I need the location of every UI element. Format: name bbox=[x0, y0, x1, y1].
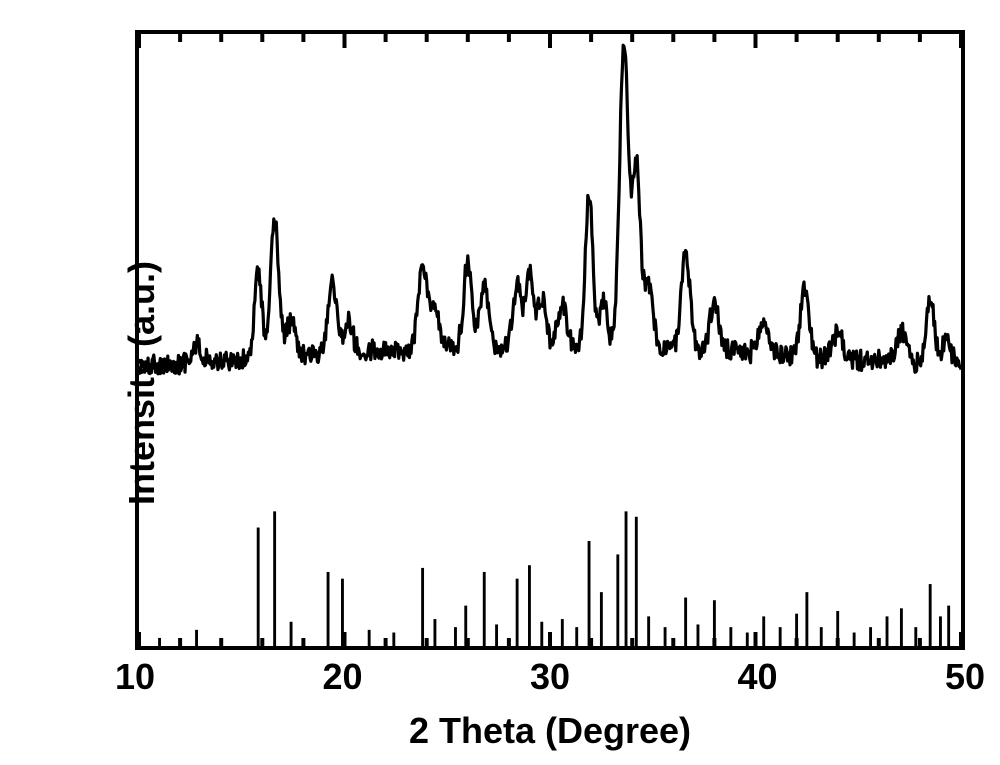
reference-stick bbox=[495, 624, 498, 646]
reference-stick bbox=[929, 584, 932, 646]
reference-stick bbox=[368, 630, 371, 646]
reference-stick bbox=[454, 627, 457, 646]
reference-stick bbox=[746, 633, 749, 646]
reference-stick bbox=[483, 572, 486, 646]
reference-stick bbox=[625, 511, 628, 646]
reference-stick bbox=[947, 606, 950, 646]
reference-stick bbox=[820, 627, 823, 646]
x-tick-label: 10 bbox=[115, 656, 155, 698]
reference-stick bbox=[869, 627, 872, 646]
reference-stick bbox=[433, 619, 436, 646]
reference-stick bbox=[900, 608, 903, 646]
reference-stick bbox=[588, 541, 591, 646]
reference-stick bbox=[195, 630, 198, 646]
reference-stick bbox=[540, 622, 543, 646]
reference-stick bbox=[528, 565, 531, 646]
x-tick-label: 50 bbox=[945, 656, 985, 698]
xrd-figure: Intensity (a.u.) 1020304050 2 Theta (Deg… bbox=[0, 0, 1000, 765]
reference-stick bbox=[290, 622, 293, 646]
plot-area bbox=[135, 30, 965, 650]
reference-stick bbox=[886, 616, 889, 646]
reference-stick bbox=[914, 627, 917, 646]
reference-stick bbox=[600, 592, 603, 646]
reference-stick bbox=[392, 633, 395, 646]
reference-stick bbox=[257, 528, 260, 646]
x-tick-label: 30 bbox=[530, 656, 570, 698]
xrd-trace bbox=[139, 45, 961, 374]
reference-stick bbox=[939, 616, 942, 646]
reference-stick bbox=[664, 627, 667, 646]
reference-stick bbox=[575, 627, 578, 646]
reference-stick bbox=[762, 616, 765, 646]
reference-stick bbox=[516, 579, 519, 646]
reference-stick bbox=[421, 568, 424, 646]
reference-stick bbox=[697, 624, 700, 646]
reference-stick bbox=[729, 627, 732, 646]
reference-stick bbox=[647, 616, 650, 646]
reference-stick bbox=[635, 517, 638, 646]
reference-stick bbox=[853, 633, 856, 646]
reference-stick bbox=[805, 592, 808, 646]
plot-svg bbox=[139, 34, 961, 646]
reference-stick bbox=[616, 554, 619, 646]
reference-stick bbox=[273, 511, 276, 646]
reference-stick bbox=[327, 572, 330, 646]
x-axis-label: 2 Theta (Degree) bbox=[135, 710, 965, 752]
reference-stick bbox=[158, 638, 161, 646]
reference-stick bbox=[684, 598, 687, 646]
reference-stick bbox=[561, 619, 564, 646]
x-tick-label: 20 bbox=[322, 656, 362, 698]
x-tick-label: 40 bbox=[737, 656, 777, 698]
reference-stick bbox=[779, 627, 782, 646]
